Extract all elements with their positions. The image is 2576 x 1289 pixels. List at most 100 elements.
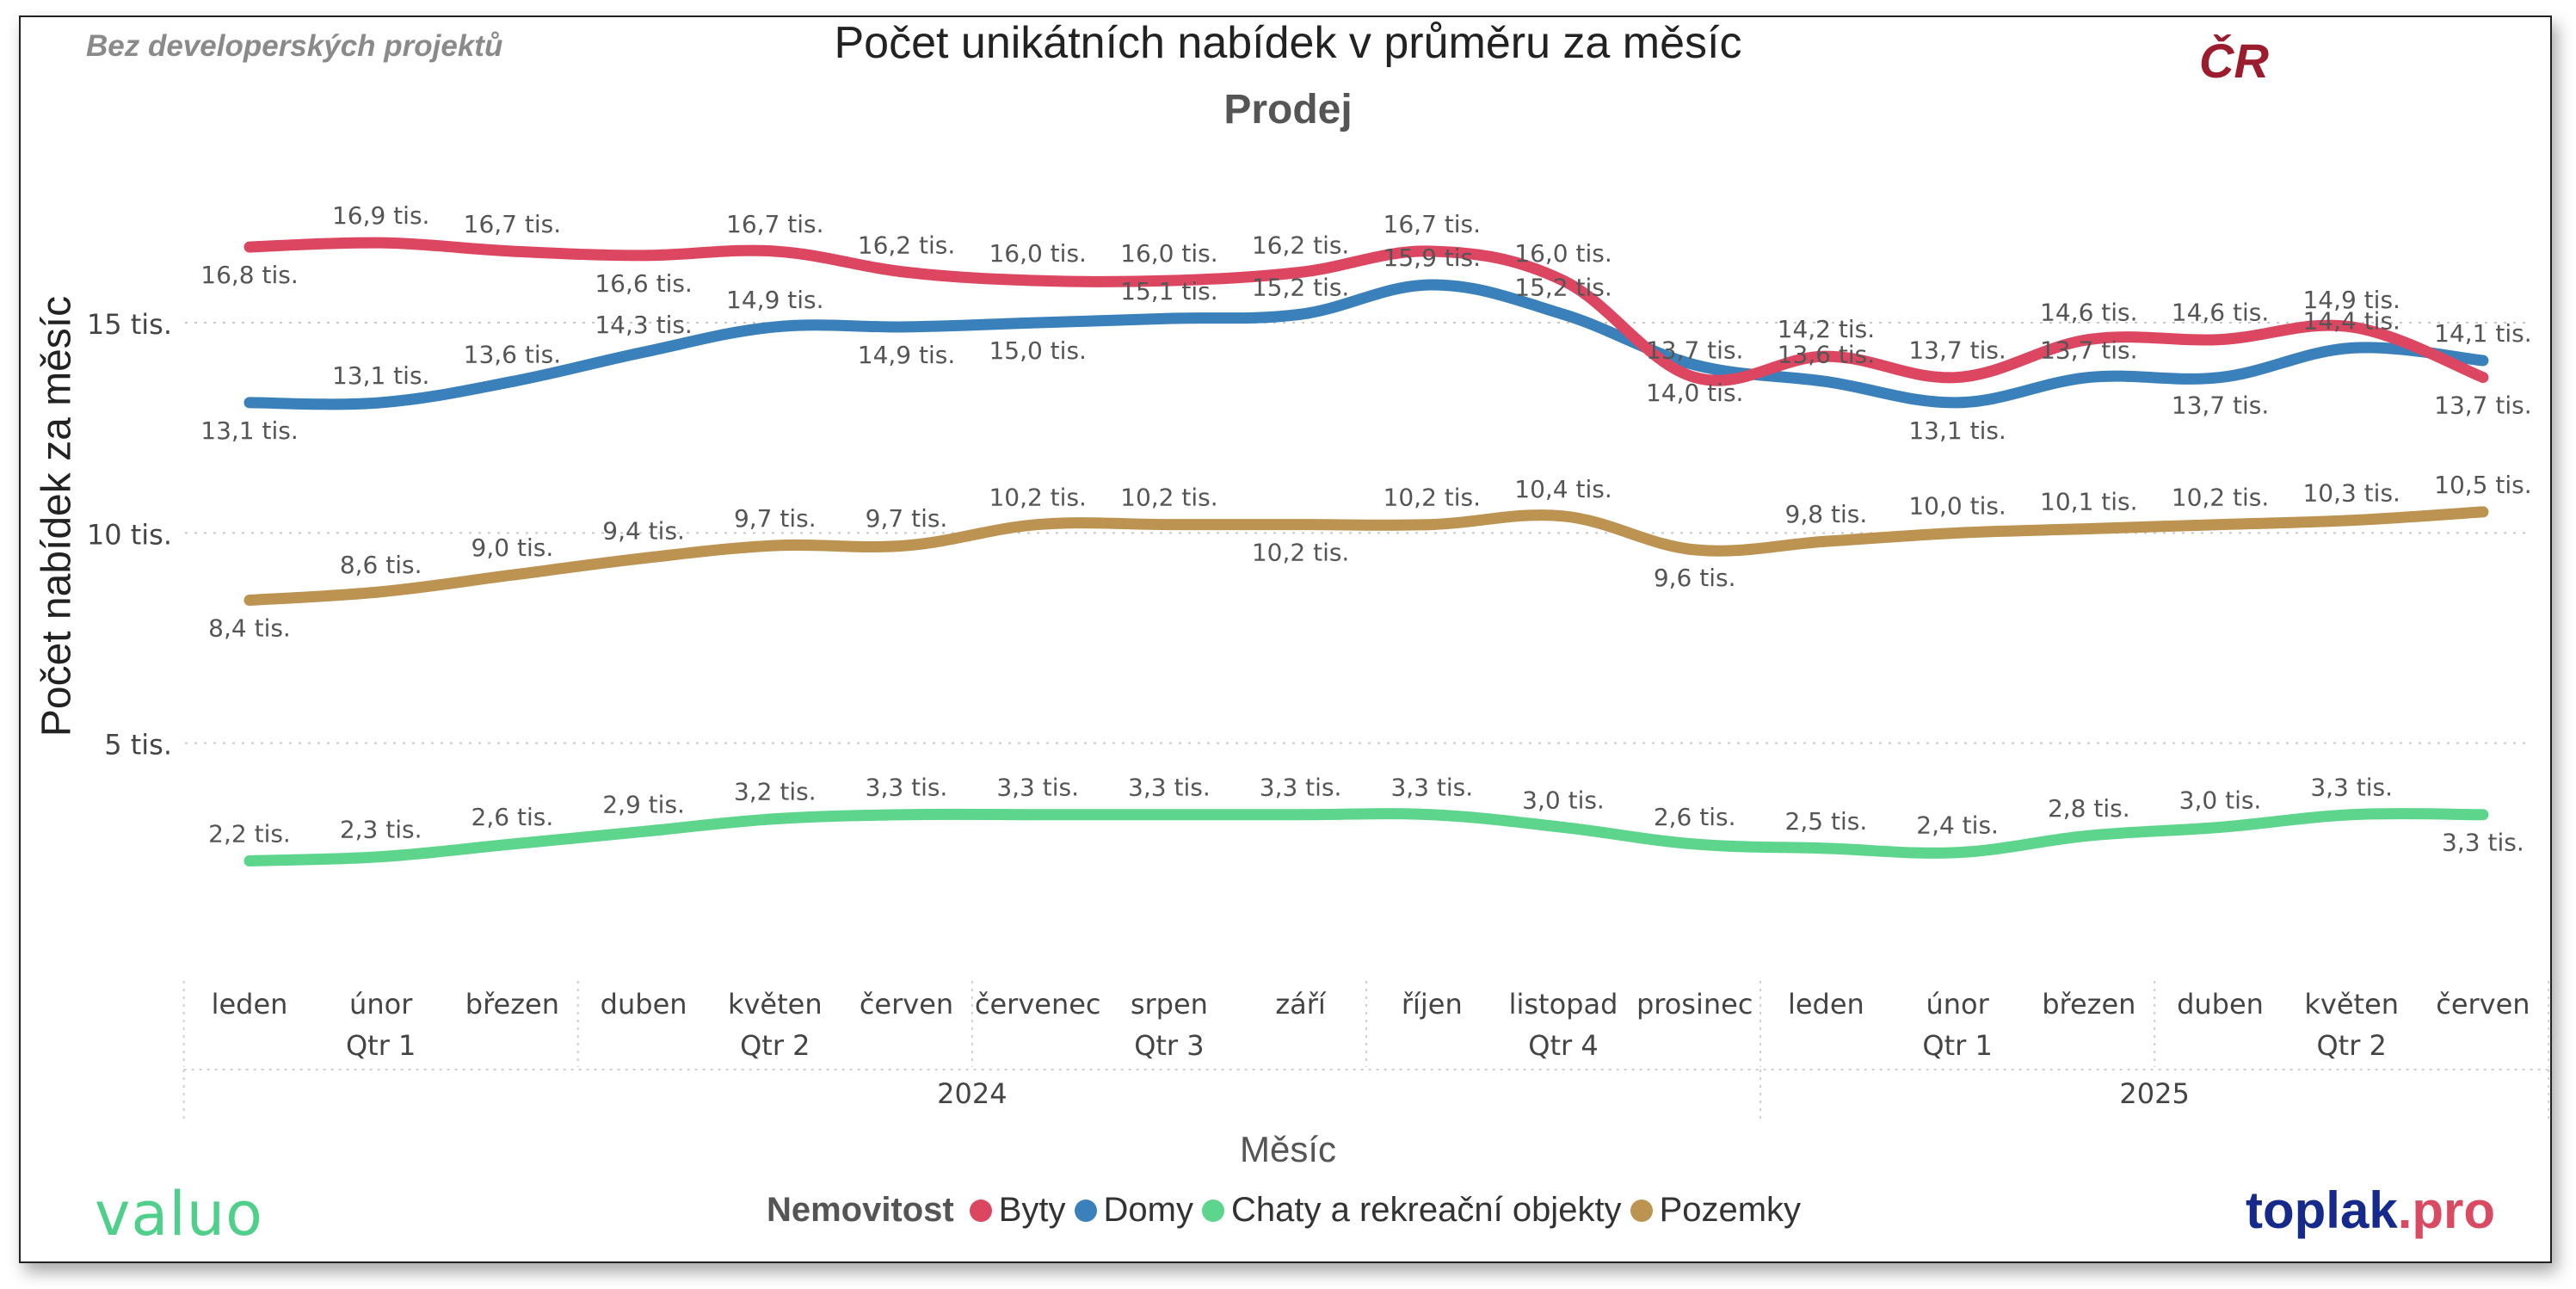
data-label-domy: 13,7 tis. bbox=[2172, 392, 2270, 420]
data-label-byty: 14,9 tis. bbox=[2302, 286, 2400, 314]
data-label-byty: 14,6 tis. bbox=[2172, 299, 2270, 327]
data-label-domy: 15,2 tis. bbox=[1514, 273, 1612, 301]
toplak-logo-part1: toplak bbox=[2246, 1181, 2398, 1239]
data-label-domy: 13,6 tis. bbox=[464, 340, 562, 368]
x-tick-label: červen bbox=[860, 988, 953, 1021]
data-label-domy: 14,1 tis. bbox=[2434, 319, 2532, 348]
x-tick-label: leden bbox=[1788, 988, 1864, 1021]
data-label-byty: 16,0 tis. bbox=[1514, 239, 1612, 268]
legend-item-domy[interactable]: Domy bbox=[1074, 1191, 1193, 1230]
data-label-pozemky: 9,4 tis. bbox=[602, 517, 685, 546]
series-line-pozemky bbox=[243, 506, 2489, 607]
chart-subtitle: Prodej bbox=[1223, 87, 1353, 133]
x-tick-label: červenec bbox=[975, 988, 1101, 1021]
data-label-chaty: 3,3 tis. bbox=[2442, 829, 2524, 857]
chart-note: Bez developerských projektů bbox=[86, 29, 503, 63]
legend-item-byty[interactable]: Byty bbox=[969, 1191, 1066, 1230]
x-tick-label: březen bbox=[2042, 988, 2135, 1021]
legend-dot-domy bbox=[1074, 1199, 1097, 1222]
data-label-chaty: 2,6 tis. bbox=[471, 803, 554, 831]
valuo-logo: valuo bbox=[95, 1179, 263, 1249]
data-label-domy: 15,9 tis. bbox=[1384, 244, 1482, 272]
data-label-chaty: 2,4 tis. bbox=[1916, 811, 1999, 840]
x-tick-label: září bbox=[1275, 988, 1327, 1021]
data-label-chaty: 2,3 tis. bbox=[340, 816, 422, 844]
data-label-domy: 13,7 tis. bbox=[2040, 336, 2138, 365]
data-label-pozemky: 10,2 tis. bbox=[989, 484, 1087, 512]
data-label-domy: 13,1 tis. bbox=[332, 361, 430, 390]
data-label-pozemky: 10,4 tis. bbox=[1514, 475, 1612, 503]
data-label-chaty: 2,9 tis. bbox=[602, 790, 685, 818]
data-label-pozemky: 10,2 tis. bbox=[1120, 484, 1218, 512]
data-label-domy: 15,2 tis. bbox=[1252, 273, 1350, 301]
data-label-byty: 16,7 tis. bbox=[726, 210, 824, 238]
data-label-domy: 15,0 tis. bbox=[989, 336, 1087, 365]
x-tick-label: listopad bbox=[1509, 988, 1618, 1021]
data-label-chaty: 3,3 tis. bbox=[1128, 774, 1211, 802]
data-label-byty: 13,7 tis. bbox=[2434, 392, 2532, 420]
data-label-chaty: 3,0 tis. bbox=[2179, 786, 2262, 814]
data-label-byty: 16,7 tis. bbox=[464, 210, 562, 238]
x-tick-label: červen bbox=[2436, 988, 2530, 1021]
data-label-byty: 16,9 tis. bbox=[332, 201, 430, 230]
data-label-domy: 13,1 tis. bbox=[200, 416, 299, 445]
x-tick-label: únor bbox=[1926, 988, 1989, 1021]
toplak-logo-part2: .pro bbox=[2397, 1181, 2496, 1239]
x-axis-title: Měsíc bbox=[1239, 1129, 1336, 1169]
legend-label-chaty: Chaty a rekreační objekty bbox=[1231, 1191, 1622, 1229]
x-tick-label: duben bbox=[601, 988, 687, 1021]
x-tick-label: duben bbox=[2177, 988, 2264, 1021]
data-label-domy: 14,3 tis. bbox=[595, 311, 693, 339]
data-label-chaty: 3,3 tis. bbox=[996, 774, 1079, 802]
x-tick-label: prosinec bbox=[1636, 988, 1753, 1021]
legend-label-byty: Byty bbox=[998, 1191, 1066, 1229]
legend-dot-byty bbox=[969, 1199, 992, 1222]
data-label-byty: 16,6 tis. bbox=[595, 269, 693, 298]
data-label-domy: 14,9 tis. bbox=[858, 341, 956, 369]
data-label-pozemky: 9,6 tis. bbox=[1654, 564, 1736, 592]
data-label-pozemky: 10,2 tis. bbox=[1252, 539, 1350, 567]
data-label-pozemky: 9,7 tis. bbox=[866, 504, 948, 533]
legend-dot-chaty bbox=[1202, 1199, 1224, 1222]
data-label-byty: 14,6 tis. bbox=[2040, 299, 2138, 327]
series-line-chaty bbox=[243, 808, 2489, 867]
legend-label-pozemky: Pozemky bbox=[1659, 1191, 1802, 1229]
data-label-domy: 14,9 tis. bbox=[726, 286, 824, 314]
data-label-chaty: 3,3 tis. bbox=[1390, 774, 1473, 802]
data-label-pozemky: 9,8 tis. bbox=[1785, 500, 1868, 528]
data-label-domy: 15,1 tis. bbox=[1120, 277, 1218, 305]
x-tick-label: květen bbox=[2304, 988, 2399, 1021]
quarter-label: Qtr 2 bbox=[740, 1029, 810, 1062]
data-label-byty: 16,7 tis. bbox=[1384, 210, 1482, 238]
data-label-pozemky: 10,5 tis. bbox=[2434, 471, 2532, 499]
data-label-pozemky: 10,0 tis. bbox=[1908, 491, 2006, 520]
y-tick-label: 15 tis. bbox=[87, 308, 172, 341]
quarter-label: Qtr 2 bbox=[2316, 1029, 2386, 1062]
x-tick-label: srpen bbox=[1131, 988, 1208, 1021]
legend-item-pozemky[interactable]: Pozemky bbox=[1630, 1191, 1802, 1230]
data-label-byty: 16,0 tis. bbox=[989, 239, 1087, 268]
quarter-label: Qtr 3 bbox=[1134, 1029, 1204, 1062]
toplak-logo: toplak.pro bbox=[2246, 1181, 2495, 1240]
data-label-chaty: 3,3 tis. bbox=[866, 774, 948, 802]
data-label-byty: 13,7 tis. bbox=[1908, 336, 2006, 365]
legend-dot-pozemky bbox=[1630, 1199, 1653, 1222]
chart-frame bbox=[19, 15, 2552, 1263]
legend-label-domy: Domy bbox=[1103, 1191, 1193, 1229]
data-label-pozemky: 9,7 tis. bbox=[734, 504, 817, 533]
x-tick-label: říjen bbox=[1402, 988, 1463, 1021]
data-label-chaty: 2,5 tis. bbox=[1785, 807, 1868, 836]
data-label-chaty: 3,2 tis. bbox=[734, 778, 817, 806]
data-label-byty: 16,2 tis. bbox=[1252, 231, 1350, 259]
x-tick-label: květen bbox=[728, 988, 823, 1021]
data-label-pozemky: 10,1 tis. bbox=[2040, 487, 2138, 515]
chart-title: Počet unikátních nabídek v průměru za mě… bbox=[834, 18, 1742, 68]
data-label-pozemky: 10,2 tis. bbox=[1384, 484, 1482, 512]
year-label: 2025 bbox=[2119, 1077, 2189, 1110]
data-label-domy: 13,6 tis. bbox=[1778, 340, 1876, 368]
data-label-chaty: 3,0 tis. bbox=[1522, 786, 1605, 814]
legend: Nemovitost Byty Domy Chaty a rekreační o… bbox=[0, 1191, 2576, 1230]
legend-item-chaty[interactable]: Chaty a rekreační objekty bbox=[1202, 1191, 1622, 1230]
quarter-label: Qtr 1 bbox=[1922, 1029, 1992, 1062]
